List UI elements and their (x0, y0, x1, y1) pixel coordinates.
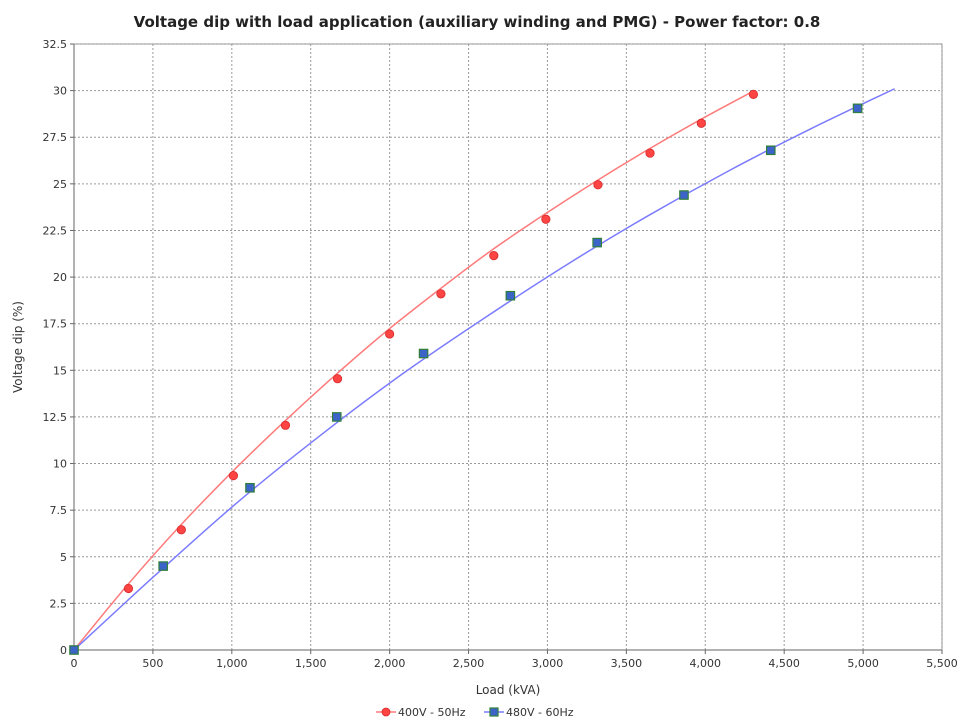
data-point (176, 525, 186, 535)
y-tick-label: 5 (60, 551, 67, 564)
data-point (332, 374, 343, 384)
legend-item: 480V - 60Hz (484, 706, 574, 719)
axes: 0 500 1,000 1,500 2,000 2,500 3,000 3,500 4,000 4… (43, 38, 958, 670)
y-tick-label: 7.5 (50, 504, 68, 517)
y-tick-label: 2.5 (50, 597, 68, 610)
legend-label: 400V - 50Hz (398, 706, 466, 719)
data-point (158, 561, 168, 571)
data-point (505, 290, 516, 301)
x-tick-label: 4,000 (690, 657, 722, 670)
x-tick-label: 3,000 (532, 657, 564, 670)
data-point (748, 89, 759, 99)
data-point (592, 237, 602, 248)
data-point (331, 412, 342, 422)
legend-label: 480V - 60Hz (506, 706, 574, 719)
x-tick-label: 5,000 (847, 657, 879, 670)
y-tick-label: 30 (53, 85, 67, 98)
x-tick-label: 4,500 (768, 657, 800, 670)
x-tick-label: 0 (71, 657, 78, 670)
legend: 400V - 50Hz 480V - 60Hz (376, 706, 574, 719)
data-point (123, 583, 134, 594)
y-tick-label: 15 (53, 364, 67, 377)
data-point (852, 103, 863, 114)
data-point (385, 329, 395, 339)
data-point (696, 118, 706, 128)
x-tick-label: 3,500 (611, 657, 643, 670)
chart-title: Voltage dip with load application (auxil… (134, 13, 821, 31)
y-axis-label: Voltage dip (%) (11, 301, 25, 393)
x-tick-label: 2,500 (453, 657, 485, 670)
y-tick-label: 12.5 (43, 411, 68, 424)
y-tick-label: 27.5 (43, 131, 68, 144)
data-point (436, 289, 446, 299)
plot-area (73, 43, 943, 651)
data-point (541, 214, 551, 224)
x-axis-label: Load (kVA) (476, 683, 541, 697)
data-point (645, 148, 655, 158)
y-tick-label: 32.5 (43, 38, 68, 51)
series-400v-50hz (69, 89, 759, 655)
y-tick-label: 20 (53, 271, 67, 284)
y-tick-label: 17.5 (43, 318, 68, 331)
y-tick-label: 0 (60, 644, 67, 657)
x-tick-label: 2,000 (374, 657, 406, 670)
legend-marker (381, 707, 391, 717)
series-layer (69, 88, 895, 655)
data-point (489, 251, 499, 261)
y-tick-label: 10 (53, 458, 67, 471)
series-line (73, 88, 895, 651)
y-tick-label: 22.5 (43, 224, 68, 237)
data-point (418, 348, 429, 359)
x-tick-label: 1,500 (295, 657, 327, 670)
legend-item: 400V - 50Hz (376, 706, 466, 719)
x-tick-label: 5,500 (926, 657, 958, 670)
data-point (679, 190, 689, 200)
x-tick-label: 500 (142, 657, 163, 670)
series-480v-60hz (69, 88, 895, 655)
data-point (593, 180, 603, 190)
legend-marker (489, 707, 499, 717)
grid-lines (73, 43, 943, 651)
data-point (69, 645, 79, 655)
data-point (228, 471, 238, 481)
data-point (765, 145, 776, 156)
data-point (280, 420, 291, 430)
x-tick-label: 1,000 (216, 657, 248, 670)
data-point (245, 482, 255, 493)
y-tick-label: 25 (53, 178, 67, 191)
